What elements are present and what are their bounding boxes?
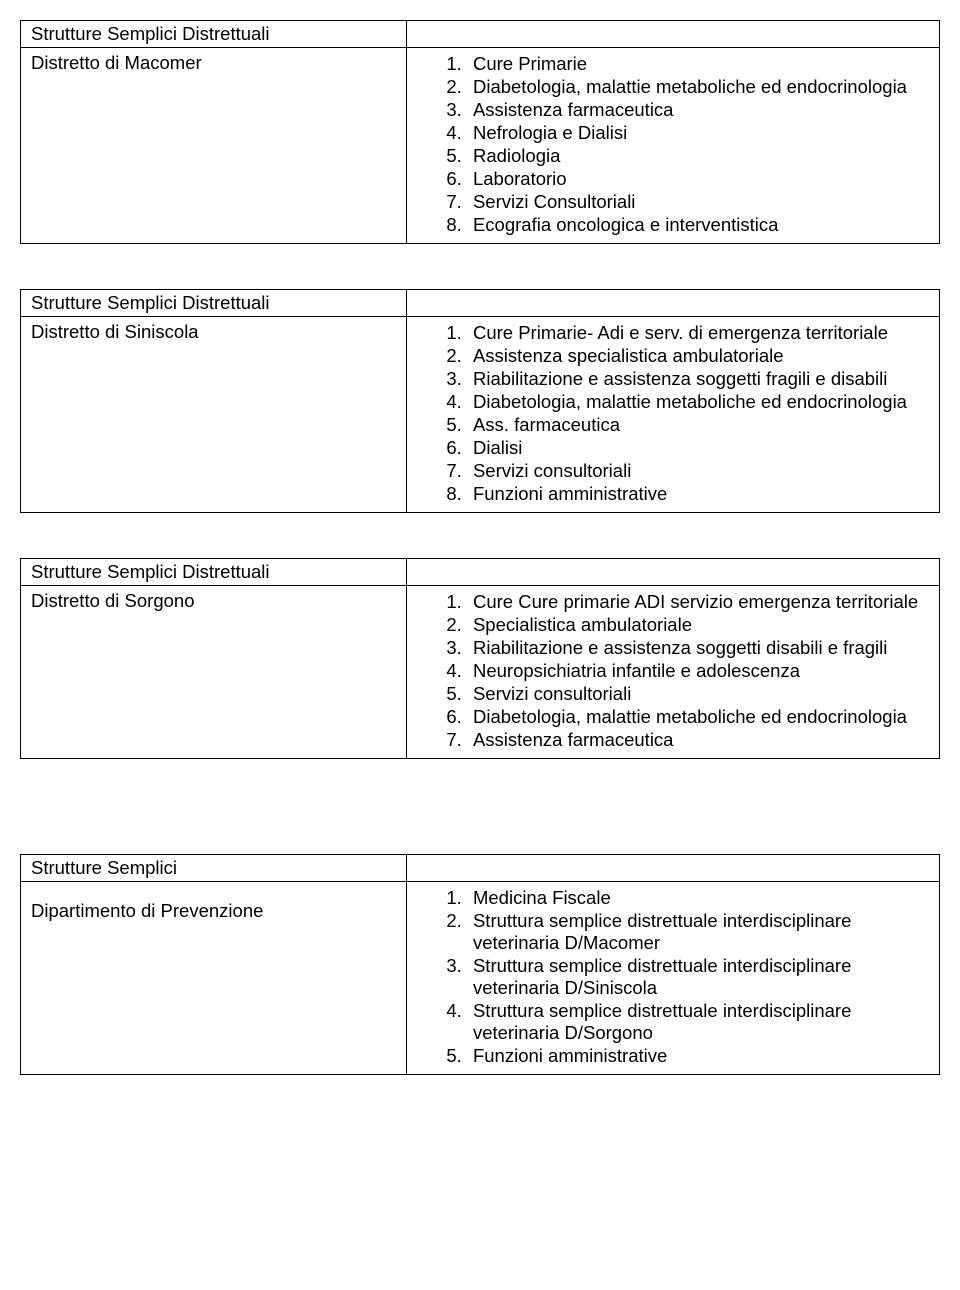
- list-item: Specialistica ambulatoriale: [467, 614, 929, 636]
- table-header-right: [406, 855, 939, 882]
- table-body-right: Medicina FiscaleStruttura semplice distr…: [406, 882, 939, 1075]
- table-header-left: Strutture Semplici Distrettuali: [21, 21, 407, 48]
- table-header-right: [406, 21, 939, 48]
- list-item: Laboratorio: [467, 168, 929, 190]
- spacer: [20, 799, 940, 854]
- table-body-right: Cure Primarie- Adi e serv. di emergenza …: [406, 317, 939, 513]
- list-item: Neuropsichiatria infantile e adolescenza: [467, 660, 929, 682]
- list-item: Assistenza farmaceutica: [467, 99, 929, 121]
- list-item: Radiologia: [467, 145, 929, 167]
- table-body-right: Cure PrimarieDiabetologia, malattie meta…: [406, 48, 939, 244]
- list-item: Cure Primarie: [467, 53, 929, 75]
- list-item: Riabilitazione e assistenza soggetti dis…: [467, 637, 929, 659]
- district-label: Dipartimento di Prevenzione: [31, 900, 263, 921]
- items-list: Cure Primarie- Adi e serv. di emergenza …: [417, 322, 929, 505]
- list-item: Assistenza farmaceutica: [467, 729, 929, 751]
- table-body-right: Cure Cure primarie ADI servizio emergenz…: [406, 586, 939, 759]
- table-body-left: Distretto di Sorgono: [21, 586, 407, 759]
- table-header-left: Strutture Semplici Distrettuali: [21, 290, 407, 317]
- items-list: Cure Cure primarie ADI servizio emergenz…: [417, 591, 929, 751]
- structure-table: Strutture Semplici Distrettuali Distretto…: [20, 558, 940, 759]
- list-item: Servizi consultoriali: [467, 460, 929, 482]
- structure-table: Strutture Semplici Distrettuali Distretto…: [20, 289, 940, 513]
- list-item: Nefrologia e Dialisi: [467, 122, 929, 144]
- district-label: Distretto di Siniscola: [31, 321, 199, 342]
- list-item: Diabetologia, malattie metaboliche ed en…: [467, 76, 929, 98]
- structure-table: Strutture Semplici Dipartimento di Preven…: [20, 854, 940, 1075]
- list-item: Ecografia oncologica e interventistica: [467, 214, 929, 236]
- table-header-left: Strutture Semplici Distrettuali: [21, 559, 407, 586]
- structure-table: Strutture Semplici Distrettuali Distretto…: [20, 20, 940, 244]
- list-item: Diabetologia, malattie metaboliche ed en…: [467, 391, 929, 413]
- list-item: Cure Cure primarie ADI servizio emergenz…: [467, 591, 929, 613]
- list-item: Servizi Consultoriali: [467, 191, 929, 213]
- district-label: Distretto di Sorgono: [31, 590, 195, 611]
- list-item: Assistenza specialistica ambulatoriale: [467, 345, 929, 367]
- table-header-right: [406, 290, 939, 317]
- table-body-left: Dipartimento di Prevenzione: [21, 882, 407, 1075]
- list-item: Struttura semplice distrettuale interdis…: [467, 1000, 929, 1044]
- district-label: Distretto di Macomer: [31, 52, 202, 73]
- table-body-left: Distretto di Siniscola: [21, 317, 407, 513]
- document-root: Strutture Semplici Distrettuali Distretto…: [20, 20, 940, 1075]
- list-item: Dialisi: [467, 437, 929, 459]
- list-item: Medicina Fiscale: [467, 887, 929, 909]
- items-list: Medicina FiscaleStruttura semplice distr…: [417, 887, 929, 1067]
- list-item: Servizi consultoriali: [467, 683, 929, 705]
- table-header-right: [406, 559, 939, 586]
- table-body-left: Distretto di Macomer: [21, 48, 407, 244]
- list-item: Diabetologia, malattie metaboliche ed en…: [467, 706, 929, 728]
- list-item: Struttura semplice distrettuale interdis…: [467, 955, 929, 999]
- list-item: Struttura semplice distrettuale interdis…: [467, 910, 929, 954]
- table-header-left: Strutture Semplici: [21, 855, 407, 882]
- list-item: Funzioni amministrative: [467, 483, 929, 505]
- list-item: Cure Primarie- Adi e serv. di emergenza …: [467, 322, 929, 344]
- list-item: Funzioni amministrative: [467, 1045, 929, 1067]
- list-item: Ass. farmaceutica: [467, 414, 929, 436]
- list-item: Riabilitazione e assistenza soggetti fra…: [467, 368, 929, 390]
- items-list: Cure PrimarieDiabetologia, malattie meta…: [417, 53, 929, 236]
